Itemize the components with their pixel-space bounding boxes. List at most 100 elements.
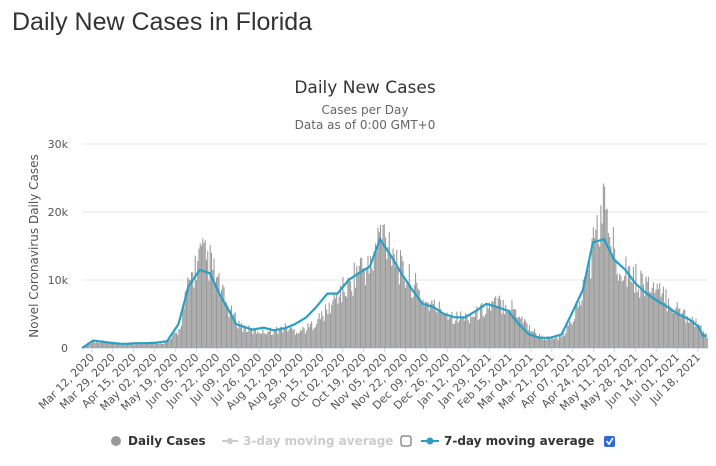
daily-case-bar xyxy=(194,255,196,348)
daily-case-bar xyxy=(418,290,420,348)
daily-case-bar xyxy=(303,328,305,348)
daily-case-bar xyxy=(576,300,578,348)
daily-case-bar xyxy=(533,329,536,348)
daily-case-bar xyxy=(358,265,360,348)
daily-case-bar xyxy=(135,343,137,348)
daily-case-bar xyxy=(248,325,250,348)
daily-case-bar xyxy=(268,331,270,348)
daily-case-bar xyxy=(212,269,214,348)
daily-case-bar xyxy=(597,243,599,348)
daily-case-bar xyxy=(570,322,572,348)
daily-case-bar xyxy=(372,270,374,348)
daily-case-bar xyxy=(249,329,251,348)
daily-case-bar xyxy=(631,282,633,348)
daily-case-bar xyxy=(244,327,246,348)
daily-case-bar xyxy=(195,280,197,348)
daily-case-bar xyxy=(343,292,345,348)
daily-case-bar xyxy=(324,304,326,348)
daily-case-bar xyxy=(219,298,221,348)
daily-case-bar xyxy=(296,332,298,348)
daily-case-bar xyxy=(649,291,651,348)
daily-case-bar xyxy=(408,264,410,348)
daily-case-bar xyxy=(207,251,209,348)
daily-case-bar xyxy=(208,280,210,348)
daily-case-bar xyxy=(567,325,569,348)
daily-case-bar xyxy=(691,316,693,348)
daily-case-bar xyxy=(180,325,182,348)
daily-case-bar xyxy=(675,307,677,348)
daily-case-bar xyxy=(442,315,444,348)
daily-case-bar xyxy=(396,249,398,348)
daily-case-bar xyxy=(671,310,673,348)
legend-7day-checkbox[interactable] xyxy=(604,436,615,447)
daily-case-bar xyxy=(391,265,393,348)
daily-case-bar xyxy=(500,299,502,348)
daily-case-bar xyxy=(160,344,162,348)
daily-case-bar xyxy=(153,342,155,348)
daily-case-bar xyxy=(269,327,271,348)
daily-case-bar xyxy=(660,296,662,348)
daily-case-bar xyxy=(476,306,478,348)
legend-7day-average[interactable]: 7-day moving average xyxy=(444,434,594,448)
daily-case-bar xyxy=(513,308,516,348)
daily-case-bar xyxy=(384,237,387,348)
daily-case-bar xyxy=(374,243,377,348)
daily-case-bar xyxy=(145,344,147,348)
daily-case-bar xyxy=(644,296,646,348)
daily-case-bar xyxy=(326,309,328,348)
daily-case-bar xyxy=(241,323,243,348)
daily-case-bar xyxy=(528,325,531,348)
daily-case-bar xyxy=(661,293,663,348)
daily-case-bar xyxy=(203,242,205,348)
daily-case-bar xyxy=(223,287,225,348)
daily-case-bar xyxy=(561,336,563,348)
daily-case-bar xyxy=(253,328,255,348)
daily-case-bar xyxy=(378,232,380,348)
daily-case-bar xyxy=(599,246,601,348)
daily-case-bar xyxy=(646,281,648,348)
daily-case-bar xyxy=(401,255,403,348)
legend-3day-checkbox[interactable] xyxy=(400,435,412,447)
legend-daily-cases[interactable]: Daily Cases xyxy=(128,434,206,448)
daily-case-bar xyxy=(458,320,460,348)
daily-case-bar xyxy=(575,305,577,348)
daily-case-bar xyxy=(453,323,455,348)
daily-case-bar xyxy=(312,329,314,348)
daily-case-bar xyxy=(468,323,470,348)
daily-case-bar xyxy=(276,326,278,348)
daily-case-bar xyxy=(452,323,454,348)
daily-case-bar xyxy=(398,284,400,348)
daily-case-bar xyxy=(481,302,483,348)
daily-case-bar xyxy=(159,342,161,348)
daily-case-bar xyxy=(235,326,238,348)
daily-case-bar xyxy=(547,336,549,348)
chart-subtitle-2: Data as of 0:00 GMT+0 xyxy=(295,118,436,132)
daily-case-bar xyxy=(363,268,365,348)
daily-case-bar xyxy=(627,266,629,348)
daily-case-bar xyxy=(490,310,492,348)
legend-3day-average[interactable]: 3-day moving average xyxy=(243,434,393,448)
daily-case-bar xyxy=(154,342,156,348)
daily-case-bar xyxy=(246,331,248,348)
daily-case-bar xyxy=(515,309,517,348)
daily-case-bar xyxy=(118,343,120,348)
daily-case-bar xyxy=(470,315,472,348)
daily-case-bar xyxy=(258,333,260,348)
daily-case-bar xyxy=(413,285,415,348)
daily-case-bar xyxy=(261,334,263,348)
daily-case-bar xyxy=(264,333,266,348)
daily-case-bar xyxy=(339,285,341,348)
daily-case-bar xyxy=(224,301,226,348)
y-tick-label: 0 xyxy=(61,342,68,355)
daily-case-bar xyxy=(115,342,117,348)
daily-case-bar xyxy=(635,263,637,348)
daily-case-bar xyxy=(506,312,508,348)
daily-case-bar xyxy=(88,344,90,348)
daily-case-bar xyxy=(621,281,623,348)
daily-case-bar xyxy=(645,276,647,348)
daily-case-bar xyxy=(415,273,417,348)
daily-case-bar xyxy=(462,316,464,348)
daily-case-bar xyxy=(93,341,95,348)
daily-case-bar xyxy=(557,340,559,348)
daily-case-bar xyxy=(200,245,203,348)
